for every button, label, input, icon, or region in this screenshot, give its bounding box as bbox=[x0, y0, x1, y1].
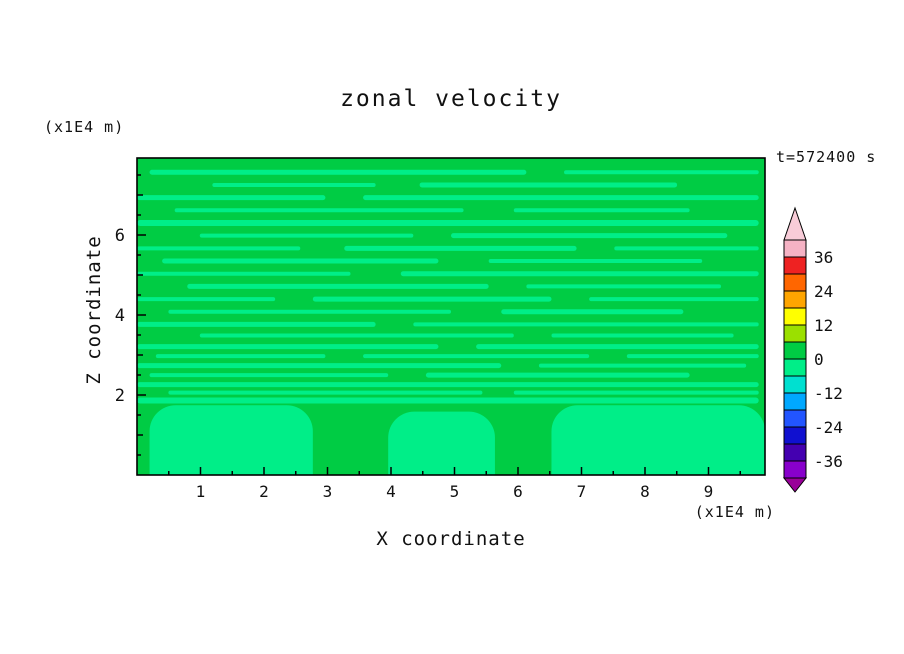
colorbar-segment bbox=[783, 307, 807, 326]
field-streak bbox=[137, 219, 759, 226]
field-bottom-pool bbox=[388, 411, 495, 475]
field-streak bbox=[187, 283, 489, 289]
field-streak bbox=[476, 344, 759, 350]
x-tick-label: 3 bbox=[323, 482, 333, 501]
field-streak bbox=[419, 182, 678, 188]
colorbar-segment bbox=[783, 443, 807, 462]
y-axis-title: Z coordinate bbox=[83, 235, 105, 385]
field-streak bbox=[155, 354, 326, 359]
x-tick-label: 6 bbox=[513, 482, 523, 501]
colorbar-segment bbox=[783, 290, 807, 309]
colorbar-label: -36 bbox=[814, 452, 843, 471]
field-streak bbox=[451, 233, 728, 239]
colorbar-label: 0 bbox=[814, 350, 824, 369]
field-streak bbox=[363, 354, 590, 359]
x-tick-label: 7 bbox=[577, 482, 587, 501]
colorbar-label: 36 bbox=[814, 248, 833, 267]
x-tick-label: 9 bbox=[704, 482, 714, 501]
field-streak bbox=[513, 208, 690, 213]
field-streak bbox=[149, 373, 389, 378]
x-axis-title: X coordinate bbox=[376, 528, 526, 550]
colorbar-segment bbox=[783, 341, 807, 360]
x-tick-label: 1 bbox=[196, 482, 206, 501]
field-streak bbox=[425, 372, 690, 378]
field-streak bbox=[344, 245, 577, 251]
x-tick-label: 5 bbox=[450, 482, 460, 501]
x-tick-label: 4 bbox=[386, 482, 396, 501]
timestamp-label: t=572400 s bbox=[776, 148, 877, 166]
y-tick-label: 4 bbox=[115, 306, 125, 326]
colorbar-label: 24 bbox=[814, 282, 833, 301]
field-bottom-pool bbox=[551, 405, 765, 475]
field-streak bbox=[137, 363, 502, 369]
field-streak bbox=[413, 322, 759, 327]
field-streak bbox=[400, 271, 759, 277]
chart-title: zonal velocity bbox=[340, 86, 562, 112]
field-streak bbox=[551, 333, 734, 338]
colorbar-segment bbox=[783, 426, 807, 445]
colorbar-label: 12 bbox=[814, 316, 833, 335]
field-bottom-pool bbox=[149, 405, 313, 475]
y-axis-unit-label: (x1E4 m) bbox=[44, 118, 125, 136]
y-tick-label: 6 bbox=[115, 226, 125, 246]
field-streak bbox=[137, 382, 759, 388]
colorbar-segment bbox=[783, 273, 807, 292]
colorbar-segment bbox=[783, 392, 807, 411]
field-streak bbox=[312, 296, 552, 302]
field-streak bbox=[538, 363, 747, 368]
colorbar-segment bbox=[783, 358, 807, 377]
field-streak bbox=[168, 309, 451, 314]
field-streak bbox=[137, 344, 439, 350]
colorbar-label: -12 bbox=[814, 384, 843, 403]
field-streak bbox=[589, 297, 759, 302]
field-streak bbox=[149, 169, 527, 175]
colorbar-label: -24 bbox=[814, 418, 843, 437]
field-streak bbox=[137, 297, 276, 302]
colorbar-segment bbox=[783, 256, 807, 275]
contour-field bbox=[137, 158, 765, 475]
field-streak bbox=[626, 354, 759, 359]
y-tick-label: 2 bbox=[115, 386, 125, 406]
field-streak bbox=[137, 321, 376, 327]
field-streak bbox=[614, 246, 759, 251]
x-axis-unit-label: (x1E4 m) bbox=[694, 503, 775, 521]
field-streak bbox=[363, 195, 759, 201]
colorbar-segment bbox=[783, 460, 807, 479]
field-streak bbox=[513, 390, 759, 395]
field-streak bbox=[501, 309, 684, 315]
field-streak bbox=[212, 182, 376, 187]
plot-frame bbox=[136, 157, 766, 476]
field-streak bbox=[137, 195, 326, 201]
colorbar-arrow-top bbox=[783, 206, 807, 241]
x-tick-label: 8 bbox=[640, 482, 650, 501]
colorbar-arrow-bottom bbox=[782, 477, 808, 493]
colorbar-segment bbox=[783, 239, 807, 258]
colorbar-segment bbox=[783, 375, 807, 394]
field-streak bbox=[488, 259, 703, 264]
x-tick-label: 2 bbox=[259, 482, 269, 501]
field-streak bbox=[174, 208, 464, 213]
colorbar-segment bbox=[783, 324, 807, 343]
field-streak bbox=[564, 170, 759, 175]
colorbar-segment bbox=[783, 409, 807, 428]
field-streak bbox=[137, 271, 351, 276]
field-streak bbox=[162, 258, 439, 264]
field-streak bbox=[199, 333, 514, 338]
field-streak bbox=[137, 397, 759, 404]
field-streak bbox=[199, 233, 414, 238]
field-streak bbox=[168, 390, 483, 395]
field-streak bbox=[526, 284, 722, 289]
field-streak bbox=[137, 246, 301, 251]
